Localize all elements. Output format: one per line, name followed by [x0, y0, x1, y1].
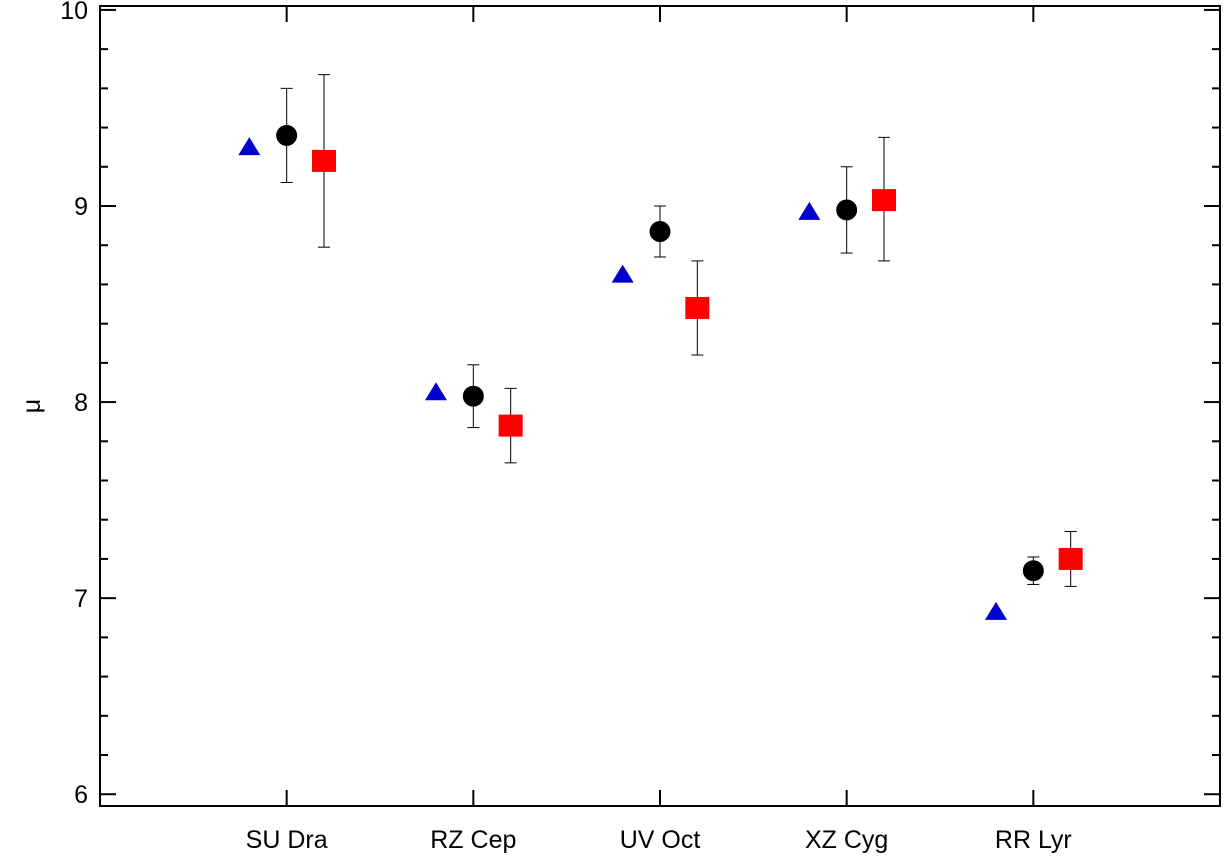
data-point-square — [498, 414, 523, 437]
data-point-circle — [1022, 560, 1044, 582]
y-axis-title: μ — [18, 399, 46, 413]
data-point-square — [1058, 547, 1083, 570]
axes: 6 7 8 9 10 SU Dra RZ Cep UV Oct XZ Cyg RR Lyr — [60, 0, 1221, 854]
y-tick-label: 6 — [74, 781, 88, 809]
x-tick-label: RR Lyr — [995, 826, 1072, 854]
data-point-triangle — [798, 201, 821, 220]
data-marks — [238, 74, 1083, 620]
data-point-circle — [462, 385, 484, 407]
data-point-circle — [276, 124, 298, 146]
plot-frame — [99, 5, 1221, 807]
data-point-square — [312, 149, 336, 172]
data-point-triangle — [611, 264, 634, 283]
y-tick-label: 9 — [74, 193, 88, 221]
data-point-square — [685, 296, 710, 319]
x-tick-label: SU Dra — [246, 826, 328, 854]
y-tick-label: 10 — [60, 0, 88, 25]
x-tick-label: UV Oct — [620, 826, 701, 854]
data-point-circle — [649, 220, 671, 242]
x-tick-label: RZ Cep — [430, 826, 516, 854]
data-point-triangle — [238, 137, 261, 156]
y-tick-label: 8 — [74, 389, 88, 417]
data-point-triangle — [985, 601, 1007, 620]
x-tick-label: XZ Cyg — [805, 826, 888, 854]
data-point-square — [872, 189, 896, 212]
y-tick-label: 7 — [74, 585, 88, 613]
data-point-triangle — [425, 382, 447, 401]
data-point-circle — [836, 199, 858, 221]
